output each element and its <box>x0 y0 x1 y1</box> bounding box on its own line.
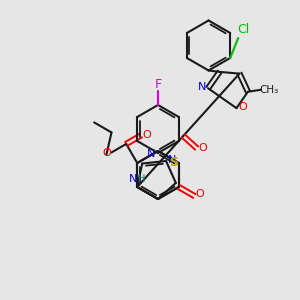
Text: Cl: Cl <box>237 23 249 37</box>
Text: S: S <box>169 155 178 169</box>
Text: H: H <box>137 174 145 184</box>
Text: O: O <box>102 148 111 158</box>
Text: O: O <box>198 143 207 153</box>
Text: O: O <box>195 189 204 199</box>
Text: O: O <box>142 130 151 140</box>
Text: CH₃: CH₃ <box>259 85 278 95</box>
Text: N: N <box>147 149 155 159</box>
Text: N: N <box>198 82 206 92</box>
Text: F: F <box>154 77 162 91</box>
Text: N: N <box>129 174 137 184</box>
Text: N: N <box>168 155 176 165</box>
Text: O: O <box>238 102 247 112</box>
